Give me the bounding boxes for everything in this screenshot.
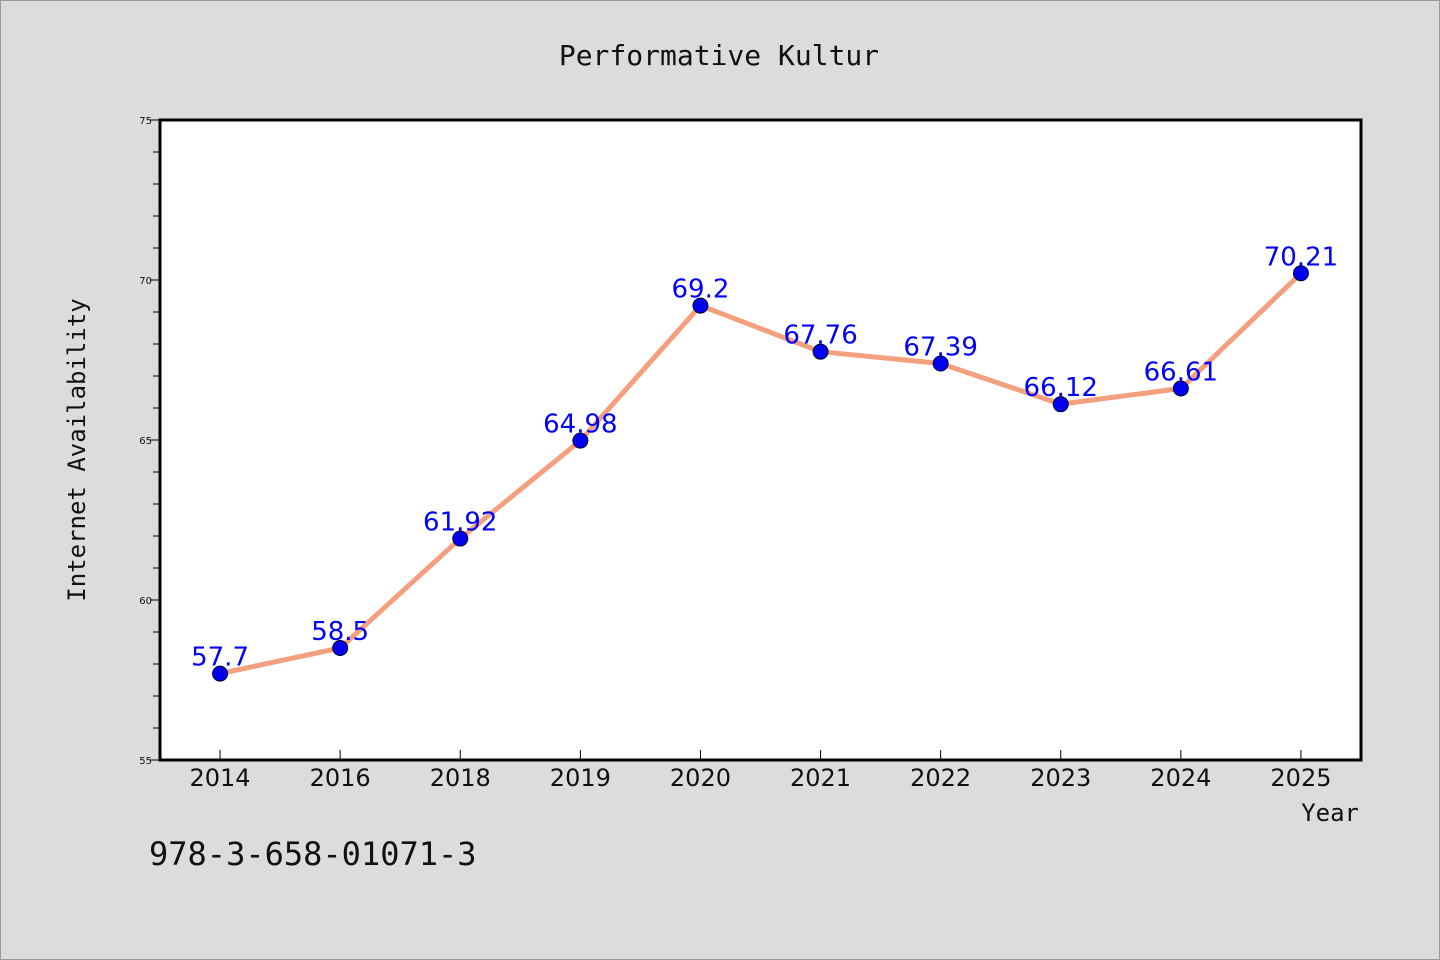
y-tick-label: 65 xyxy=(139,436,152,447)
data-label: 67.76 xyxy=(783,321,857,351)
plot-area xyxy=(158,118,1363,762)
data-label: 64.98 xyxy=(543,410,617,440)
isbn-text: 978-3-658-01071-3 xyxy=(149,835,477,873)
data-point xyxy=(1292,265,1309,282)
chart-title: Performative Kultur xyxy=(559,39,879,72)
y-tick-label: 60 xyxy=(139,596,152,607)
data-point xyxy=(1052,396,1069,413)
data-label: 67.39 xyxy=(903,333,977,363)
data-label: 57.7 xyxy=(191,643,249,673)
x-tick-label: 2016 xyxy=(310,764,371,792)
series-0: 57.7 58.5 61.92 64.98 69.2 67.76 67.39 66.12 66.… xyxy=(191,242,1338,682)
x-tick-label: 2019 xyxy=(550,764,611,792)
y-tick-label: 70 xyxy=(139,276,152,287)
data-point xyxy=(452,530,469,547)
x-tick-label: 2022 xyxy=(910,764,971,792)
y-axis-label: Internet Availability xyxy=(63,298,91,601)
x-tick-label: 2018 xyxy=(430,764,491,792)
data-point xyxy=(932,355,949,372)
data-point xyxy=(692,297,709,314)
data-point xyxy=(572,432,589,449)
y-axis: 55 60 65 70 75 xyxy=(139,116,160,767)
data-point xyxy=(1172,380,1189,397)
data-label: 58.5 xyxy=(311,617,369,647)
series-line xyxy=(217,270,1304,677)
x-tick-label: 2025 xyxy=(1270,764,1331,792)
data-label: 66.61 xyxy=(1144,357,1218,387)
x-axis-label: Year xyxy=(1301,799,1359,827)
x-tick-label: 2023 xyxy=(1030,764,1091,792)
data-label: 66.12 xyxy=(1024,373,1098,403)
x-tick-label: 2024 xyxy=(1150,764,1211,792)
x-tick-label: 2020 xyxy=(670,764,731,792)
data-point xyxy=(812,343,829,360)
data-point xyxy=(332,640,349,656)
x-tick-label: 2014 xyxy=(190,764,251,792)
x-axis: 2014 2016 2018 2019 2020 2021 2022 2023 2024 2025 xyxy=(190,750,1331,792)
data-label: 69.2 xyxy=(672,275,730,305)
y-tick-label: 55 xyxy=(139,756,152,767)
x-tick-label: 2021 xyxy=(790,764,851,792)
data-point xyxy=(212,665,229,682)
data-label: 70.21 xyxy=(1264,242,1338,272)
y-tick-label: 75 xyxy=(139,116,152,127)
data-label: 61.92 xyxy=(423,508,497,538)
